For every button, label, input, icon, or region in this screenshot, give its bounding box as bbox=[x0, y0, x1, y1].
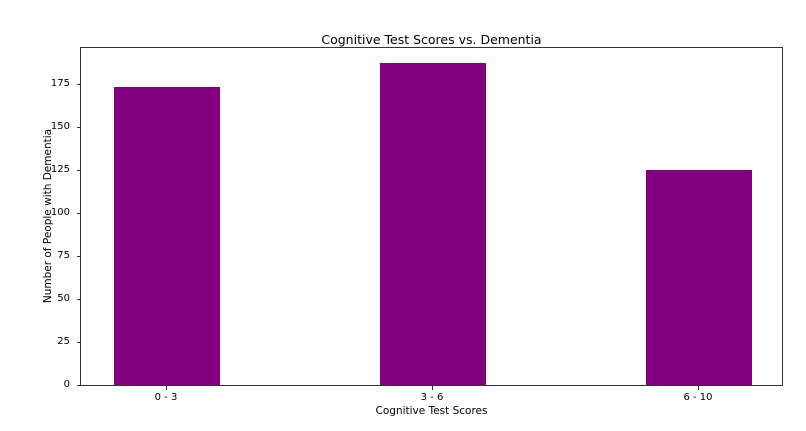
y-tick-label: 25 bbox=[0, 336, 81, 347]
y-tick-label: 0 bbox=[0, 379, 81, 390]
x-tick-label: 0 - 3 bbox=[154, 392, 178, 403]
bar-1 bbox=[380, 63, 486, 385]
chart-title: Cognitive Test Scores vs. Dementia bbox=[321, 32, 542, 47]
x-tick-mark bbox=[698, 386, 699, 390]
x-tick-label: 6 - 10 bbox=[683, 392, 713, 403]
x-tick-mark bbox=[432, 386, 433, 390]
x-axis-label: Cognitive Test Scores bbox=[375, 405, 488, 417]
y-tick-label: 125 bbox=[0, 164, 81, 175]
y-tick-label: 150 bbox=[0, 121, 81, 132]
plot-area bbox=[80, 47, 783, 386]
bar-2 bbox=[646, 169, 752, 385]
y-tick-label: 175 bbox=[0, 78, 81, 89]
y-axis-label: Number of People with Dementia bbox=[42, 128, 54, 304]
bar-0 bbox=[114, 87, 220, 385]
y-tick-label: 75 bbox=[0, 250, 81, 261]
y-tick-label: 100 bbox=[0, 207, 81, 218]
y-tick-label: 50 bbox=[0, 293, 81, 304]
x-tick-label: 3 - 6 bbox=[420, 392, 444, 403]
x-tick-mark bbox=[166, 386, 167, 390]
